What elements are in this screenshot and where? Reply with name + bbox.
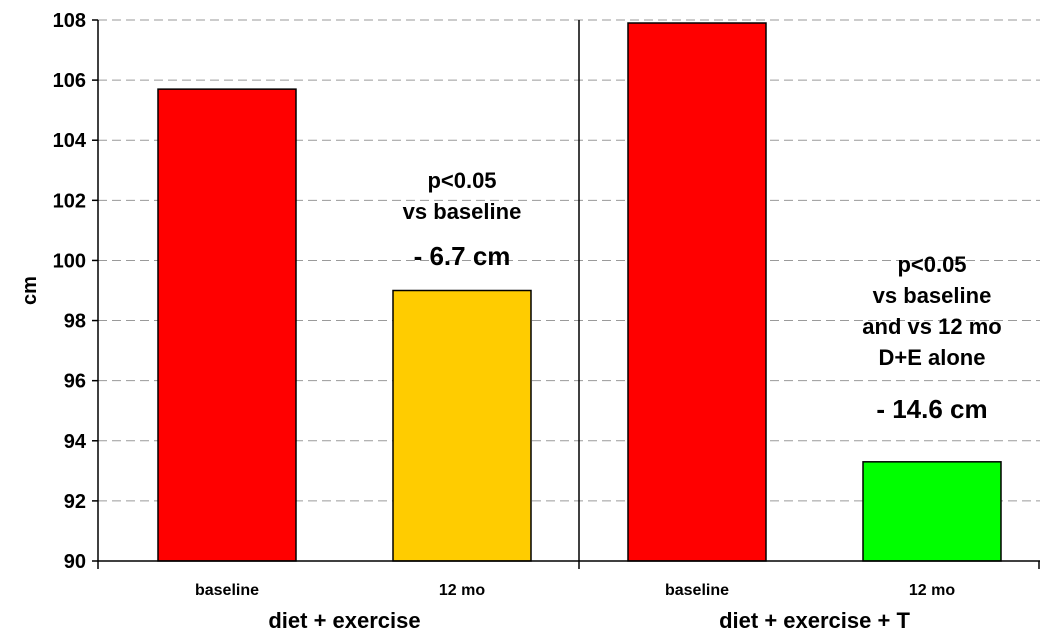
annotation-line: p<0.05 [897,252,966,277]
y-tick-label: 106 [53,70,86,92]
annotation-line: p<0.05 [427,168,496,193]
y-tick-label: 94 [64,431,87,453]
x-category-label: 12 mo [909,582,955,599]
y-tick-label: 98 [64,311,86,333]
annotation-change: - 6.7 cm [414,241,511,271]
annotation-line: and vs 12 mo [862,314,1001,339]
group-label: diet + exercise [268,608,420,633]
annotation-change: - 14.6 cm [876,394,987,424]
y-tick-label: 100 [53,250,86,272]
bar-4 [862,461,1002,562]
y-tick-label: 108 [53,10,86,32]
group-label: diet + exercise + T [719,608,910,633]
bar-1 [157,88,297,562]
x-category-label: 12 mo [439,582,485,599]
y-axis-label: cm [19,276,41,305]
x-category-label: baseline [665,582,729,599]
bars [157,22,1002,562]
labels: 90 92 94 96 98 100 102 104 106 108 baseline 12 mo ba… [19,10,1002,633]
x-category-label: baseline [195,582,259,599]
annotation-line: vs baseline [873,283,992,308]
bar-3 [627,22,767,562]
y-tick-label: 90 [64,551,86,573]
axes [92,19,1040,569]
bar-2 [392,289,532,562]
annotation-line: vs baseline [403,199,522,224]
y-tick-label: 104 [53,130,87,152]
annotation-line: D+E alone [879,345,986,370]
y-tick-label: 102 [53,190,86,212]
y-tick-label: 96 [64,371,86,393]
y-tick-label: 92 [64,491,86,513]
